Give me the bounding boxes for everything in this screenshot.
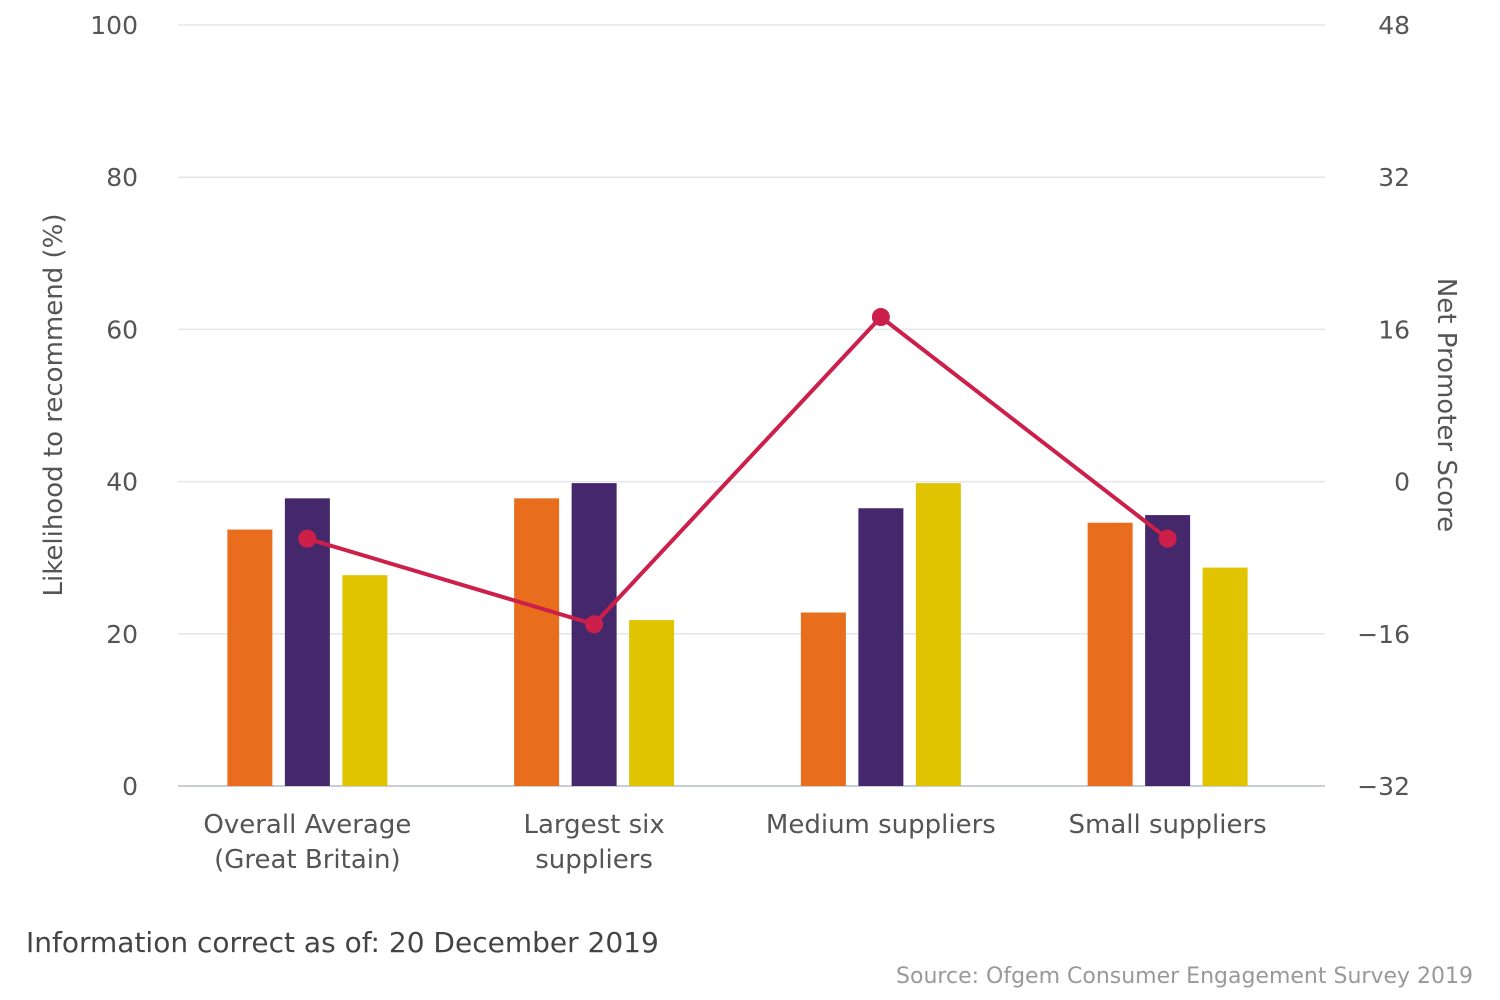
left-tick-label: 40 — [106, 468, 138, 497]
category-label: Medium suppliers — [766, 810, 996, 840]
nps-point — [585, 615, 604, 634]
bar — [1145, 515, 1191, 786]
right-tick-label: 16 — [1378, 315, 1410, 344]
nps-line-path — [306, 315, 1169, 627]
bar — [571, 483, 617, 786]
left-tick-label: 60 — [106, 315, 138, 344]
left-tick-label: 100 — [90, 11, 138, 40]
nps-line — [298, 308, 1177, 634]
footnote: Information correct as of: 20 December 2… — [26, 926, 659, 959]
bar — [342, 575, 388, 786]
right-tick-label: 48 — [1378, 11, 1410, 40]
left-axis-title: Likelihood to recommend (%) — [39, 214, 69, 597]
right-tick-label: −32 — [1357, 772, 1410, 801]
bar — [915, 483, 961, 786]
right-tick-label: 32 — [1378, 163, 1410, 192]
nps-point — [298, 529, 317, 548]
category-label: Overall Average — [203, 810, 411, 840]
bar — [858, 508, 904, 786]
bar — [227, 529, 273, 786]
category-label: suppliers — [535, 845, 653, 875]
bar — [629, 620, 675, 786]
bar — [1087, 522, 1133, 786]
bars — [227, 483, 1248, 786]
left-tick-label: 20 — [106, 620, 138, 649]
nps-point — [871, 308, 890, 327]
category-label: Small suppliers — [1069, 810, 1267, 840]
nps-point — [1158, 529, 1177, 548]
category-label: Largest six — [523, 810, 664, 840]
category-label: (Great Britain) — [214, 845, 401, 875]
source-credit: Source: Ofgem Consumer Engagement Survey… — [896, 964, 1473, 989]
left-axis-ticks: 0 20 40 60 80 100 — [90, 11, 138, 801]
bar — [800, 612, 846, 786]
bar — [1202, 567, 1248, 786]
right-tick-label: −16 — [1357, 620, 1410, 649]
right-axis-title: Net Promoter Score — [1431, 278, 1461, 532]
bar — [514, 498, 560, 786]
left-tick-label: 0 — [122, 772, 138, 801]
right-axis-ticks: −32 −16 0 16 32 48 — [1357, 11, 1410, 801]
right-tick-label: 0 — [1394, 468, 1410, 497]
left-tick-label: 80 — [106, 163, 138, 192]
category-labels: Overall Average (Great Britain) Largest si… — [203, 810, 1266, 875]
